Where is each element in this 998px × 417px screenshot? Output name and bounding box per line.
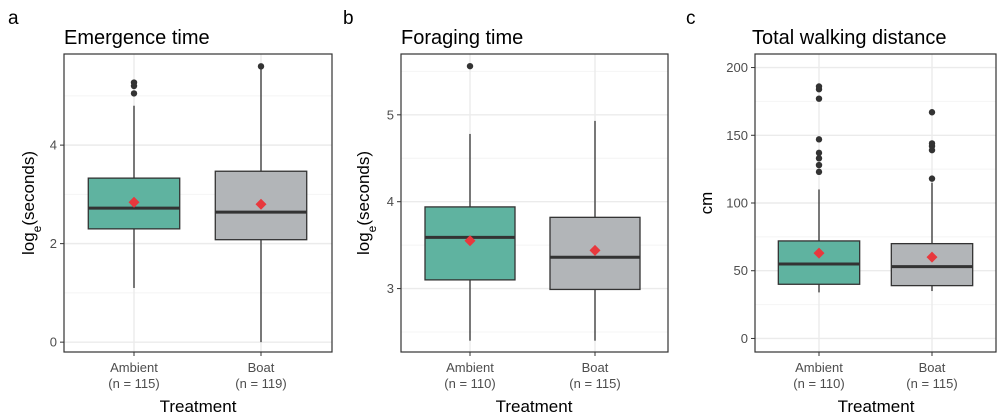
x-tick-label: Ambient [110,360,158,375]
box-boat [214,63,308,343]
x-tick-label: Ambient [446,360,494,375]
panel-letter: c [686,8,696,29]
x-tick-label: Boat [582,360,609,375]
outlier-point [815,136,823,143]
mean-marker [464,235,476,247]
y-axis-title: loge(seconds) [19,151,44,255]
iqr-box [890,242,974,287]
y-axis-title-subscript: e [30,225,44,232]
panel-border [754,53,997,353]
x-tick-sample-size: (n = 115) [569,376,620,391]
x-axis-title: Treatment [496,397,573,416]
y-tick-label: 0 [50,335,57,350]
box-boat [549,120,641,341]
y-axis-title-subscript: e [365,225,379,232]
panel-letter: b [343,8,354,29]
mean-marker [813,247,825,259]
outlier-point [815,83,823,90]
box-ambient [777,83,861,293]
panel-letter: a [8,8,19,29]
chart-title: Total walking distance [752,27,947,49]
mean-marker [589,244,601,256]
y-axis-title-rest: (seconds) [19,151,38,226]
x-axis-title: Treatment [838,397,915,416]
panel-a: a Emergence time 0 2 4 Ambient(n = 115) Boat(n… [8,8,333,416]
outlier-point [815,168,823,176]
x-tick-label: Ambient [795,360,843,375]
panel-c: c Total walking distance 0 50 100 150 200 Ambie… [686,8,997,416]
outlier-point [815,95,823,102]
box-ambient [424,62,516,341]
y-tick-label: 100 [726,196,748,211]
x-tick-sample-size: (n = 115) [906,376,957,391]
box-ambient [87,79,181,288]
y-tick-label: 150 [726,128,748,143]
y-tick-label: 4 [50,138,57,153]
y-tick-label: 4 [387,194,394,209]
outlier-point [466,62,474,70]
y-axis-title-main: log [19,232,38,255]
y-tick-label: 0 [741,331,748,346]
panel-border [400,53,669,353]
y-axis-title: loge(seconds) [354,151,379,255]
x-tick-label: Boat [248,360,275,375]
outlier-point [928,109,936,116]
x-tick-sample-size: (n = 119) [235,376,286,391]
y-axis-title-rest: (seconds) [354,151,373,226]
outlier-point [130,90,138,97]
x-tick-sample-size: (n = 110) [444,376,495,391]
outlier-point [130,79,138,86]
y-tick-label: 3 [387,281,394,296]
outlier-point [815,149,823,157]
mean-marker [926,251,938,263]
y-tick-label: 200 [726,60,748,75]
mean-marker [128,196,140,208]
panel-b: b Foraging time 3 4 5 Ambient(n = 110) Boat(n … [343,8,669,416]
mean-marker [255,198,267,210]
panel-border [63,53,333,353]
y-tick-label: 5 [387,107,394,122]
y-axis-title-main: log [354,232,373,255]
outlier-point [928,175,936,182]
x-tick-label: Boat [919,360,946,375]
x-axis-title: Treatment [160,397,237,416]
box-boat [890,109,974,292]
y-tick-label: 2 [50,236,57,251]
chart-title: Emergence time [64,27,210,49]
y-tick-label: 50 [734,263,748,278]
outlier-point [928,140,936,147]
y-axis-title: cm [697,192,716,215]
chart-title: Foraging time [401,27,523,49]
x-tick-sample-size: (n = 110) [793,376,844,391]
x-tick-sample-size: (n = 115) [108,376,159,391]
outlier-point [815,155,823,162]
y-axis-title-main: cm [697,192,716,215]
outlier-point [815,161,823,169]
outlier-point [257,63,265,70]
